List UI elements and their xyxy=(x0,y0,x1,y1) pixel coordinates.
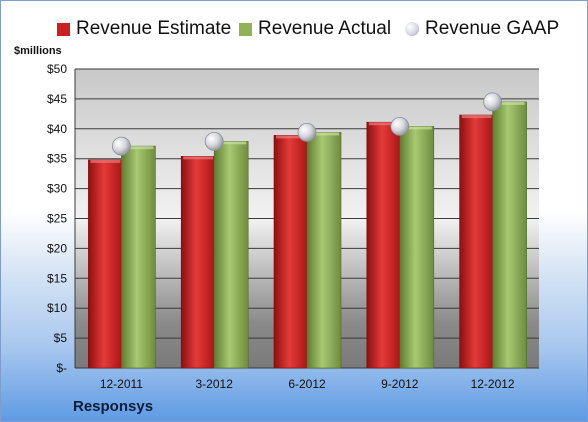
legend: Revenue Estimate Revenue Actual Revenue … xyxy=(1,18,588,42)
legend-item-estimate: Revenue Estimate xyxy=(57,18,231,40)
legend-item-gaap: Revenue GAAP xyxy=(405,18,559,40)
estimate-bar-highlight xyxy=(276,135,306,139)
actual-bar-highlight xyxy=(494,101,525,105)
legend-label-estimate: Revenue Estimate xyxy=(76,18,232,39)
actual-bar xyxy=(213,141,249,369)
estimate-bar xyxy=(273,135,309,369)
actual-bar xyxy=(306,132,342,369)
estimate-bar-highlight xyxy=(90,159,121,163)
y-tick-label: $40 xyxy=(47,122,67,136)
y-axis-unit-label: $millions xyxy=(14,45,62,57)
estimate-bar-highlight xyxy=(183,156,214,160)
estimate-swatch xyxy=(57,22,70,36)
y-tick-label: $35 xyxy=(47,152,67,166)
estimate-bar-highlight xyxy=(461,115,492,119)
gaap-marker xyxy=(204,131,224,151)
y-tick-label: $20 xyxy=(47,241,67,255)
gaap-swatch xyxy=(405,22,419,36)
gaap-marker xyxy=(390,117,410,136)
y-tick-label: $5 xyxy=(54,331,68,345)
x-tick-label: 6-2012 xyxy=(288,377,326,391)
y-tick-label: $10 xyxy=(47,301,67,315)
estimate-bar-highlight xyxy=(368,122,399,126)
y-tick-label: $45 xyxy=(47,92,67,106)
actual-bar xyxy=(399,126,435,369)
actual-swatch xyxy=(239,22,252,36)
actual-bar xyxy=(121,145,156,369)
legend-label-gaap: Revenue GAAP xyxy=(425,18,560,39)
y-tick-label: $- xyxy=(56,361,67,375)
gaap-marker xyxy=(483,92,503,112)
y-tick-label: $50 xyxy=(47,62,67,76)
y-tick-label: $15 xyxy=(47,271,67,285)
company-name: Responsys xyxy=(73,398,154,415)
estimate-bar xyxy=(366,121,402,369)
gaap-marker xyxy=(297,122,317,142)
actual-bar-highlight xyxy=(401,126,432,130)
x-tick-label: 12-2012 xyxy=(471,377,515,391)
estimate-bar xyxy=(180,156,216,369)
y-tick-label: $25 xyxy=(47,212,67,226)
actual-bar-highlight xyxy=(309,132,339,136)
actual-bar-highlight xyxy=(216,141,247,145)
x-tick-label: 12-2011 xyxy=(100,377,143,391)
legend-label-actual: Revenue Actual xyxy=(258,18,392,39)
actual-bar-highlight xyxy=(123,146,154,150)
legend-item-actual: Revenue Actual xyxy=(239,18,391,40)
x-tick-label: 9-2012 xyxy=(381,377,419,391)
estimate-bar xyxy=(88,159,123,369)
y-tick-label: $30 xyxy=(47,182,67,196)
estimate-bar xyxy=(459,114,494,369)
gaap-marker xyxy=(112,136,131,156)
x-tick-label: 3-2012 xyxy=(196,377,234,391)
actual-bar xyxy=(492,101,527,369)
